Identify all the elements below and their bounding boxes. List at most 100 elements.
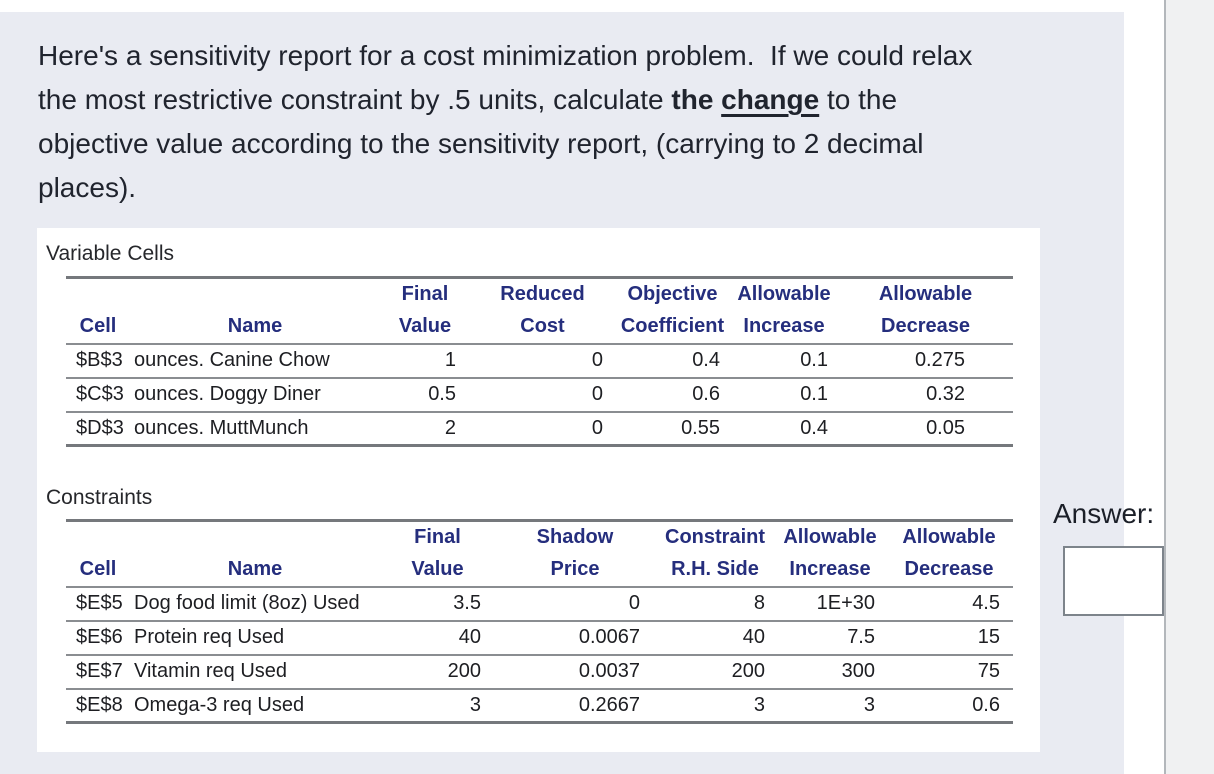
table-row: $D$3 ounces. MuttMunch 2 0 0.55 0.4 0.05 [66, 411, 1013, 447]
shadow-price: 0.0037 [495, 654, 655, 690]
allowable-increase: 300 [775, 654, 885, 690]
header-rhs: R.H. Side [655, 553, 775, 588]
final-value: 200 [380, 654, 495, 690]
allowable-increase: 3 [775, 688, 885, 724]
cell-ref: $E$6 [66, 620, 130, 656]
header-name: Name [130, 310, 380, 345]
header-coefficient: Coefficient [615, 310, 730, 345]
final-value: 40 [380, 620, 495, 656]
variable-cells-header-row-1: Final Reduced Objective Allowable Allowa… [66, 278, 1013, 311]
question-line-2-pre: the most restrictive constraint by .5 un… [38, 84, 672, 115]
objective-coefficient: 0.6 [615, 377, 730, 413]
question-line-2: the most restrictive constraint by .5 un… [38, 78, 972, 122]
constraint-rhs: 3 [655, 688, 775, 724]
header-spacer [130, 278, 380, 311]
allowable-decrease: 0.32 [838, 377, 1013, 413]
header-allowable-1: Allowable [737, 283, 831, 306]
constraint-rhs: 200 [655, 654, 775, 690]
header-price: Price [495, 553, 655, 588]
header-cell: Cell [66, 553, 130, 588]
cell-name: Vitamin req Used [130, 654, 380, 690]
cell-name: ounces. Doggy Diner [130, 377, 380, 413]
variable-cells-header-row-2: Cell Name Value Cost Coefficient Increas… [66, 310, 1013, 345]
question-panel: Here's a sensitivity report for a cost m… [0, 12, 1124, 774]
variable-cells-table: Final Reduced Objective Allowable Allowa… [66, 276, 1013, 447]
allowable-decrease: 0.05 [838, 411, 1013, 447]
cell-ref: $E$5 [66, 586, 130, 622]
table-row: $E$8 Omega-3 req Used 3 0.2667 3 3 0.6 [66, 688, 1013, 724]
scroll-gutter [1164, 0, 1214, 774]
header-cost: Cost [470, 310, 615, 345]
cell-name: ounces. Canine Chow [130, 343, 380, 379]
table-row: $E$5 Dog food limit (8oz) Used 3.5 0 8 1… [66, 586, 1013, 622]
header-value: Value [380, 310, 470, 345]
constraints-header-row-2: Cell Name Value Price R.H. Side Increase… [66, 553, 1013, 588]
header-allowable-2: Allowable [902, 526, 996, 549]
constraint-rhs: 8 [655, 586, 775, 622]
cell-name: Protein req Used [130, 620, 380, 656]
reduced-cost: 0 [470, 411, 615, 447]
constraint-rhs: 40 [655, 620, 775, 656]
final-value: 2 [380, 411, 470, 447]
cell-ref: $D$3 [66, 411, 130, 447]
question-line-2-post: to the [819, 84, 898, 115]
allowable-increase: 1E+30 [775, 586, 885, 622]
cell-name: Omega-3 req Used [130, 688, 380, 724]
shadow-price: 0.0067 [495, 620, 655, 656]
table-row: $E$7 Vitamin req Used 200 0.0037 200 300… [66, 654, 1013, 690]
allowable-increase: 7.5 [775, 620, 885, 656]
header-shadow: Shadow [536, 526, 614, 549]
header-spacer [66, 278, 130, 311]
objective-coefficient: 0.55 [615, 411, 730, 447]
answer-label: Answer: [1053, 498, 1155, 529]
constraints-title: Constraints [46, 486, 153, 509]
header-name: Name [130, 553, 380, 588]
question-bold-the: the [671, 84, 722, 115]
header-increase: Increase [730, 310, 838, 345]
header-spacer [66, 521, 130, 554]
cell-ref: $E$8 [66, 688, 130, 724]
cell-ref: $C$3 [66, 377, 130, 413]
question-line-1: Here's a sensitivity report for a cost m… [38, 40, 973, 71]
objective-coefficient: 0.4 [615, 343, 730, 379]
table-row: $C$3 ounces. Doggy Diner 0.5 0 0.6 0.1 0… [66, 377, 1013, 413]
question-text: Here's a sensitivity report for a cost m… [38, 34, 972, 210]
header-value: Value [380, 553, 495, 588]
allowable-decrease: 0.6 [885, 688, 1013, 724]
final-value: 3 [380, 688, 495, 724]
final-value: 1 [380, 343, 470, 379]
header-decrease: Decrease [838, 310, 1013, 345]
allowable-increase: 0.4 [730, 411, 838, 447]
constraints-table: Final Shadow Constraint Allowable Allowa… [66, 519, 1013, 724]
allowable-decrease: 15 [885, 620, 1013, 656]
reduced-cost: 0 [470, 377, 615, 413]
constraints-header-row-1: Final Shadow Constraint Allowable Allowa… [66, 521, 1013, 554]
answer-input[interactable] [1063, 546, 1164, 616]
shadow-price: 0.2667 [495, 688, 655, 724]
cell-ref: $E$7 [66, 654, 130, 690]
header-final: Final [401, 283, 449, 306]
question-line-3: objective value according to the sensiti… [38, 128, 924, 159]
final-value: 3.5 [380, 586, 495, 622]
header-spacer [130, 521, 380, 554]
allowable-decrease: 4.5 [885, 586, 1013, 622]
allowable-decrease: 0.275 [838, 343, 1013, 379]
header-allowable-1: Allowable [783, 526, 877, 549]
allowable-decrease: 75 [885, 654, 1013, 690]
header-constraint: Constraint [665, 526, 765, 549]
allowable-increase: 0.1 [730, 377, 838, 413]
header-increase: Increase [775, 553, 885, 588]
header-allowable-2: Allowable [878, 283, 973, 306]
header-objective: Objective [627, 283, 718, 306]
header-cell: Cell [66, 310, 130, 345]
variable-cells-title: Variable Cells [46, 242, 174, 265]
question-bold-underline-change: change [721, 84, 820, 115]
header-decrease: Decrease [885, 553, 1013, 588]
cell-name: Dog food limit (8oz) Used [130, 586, 380, 622]
table-row: $B$3 ounces. Canine Chow 1 0 0.4 0.1 0.2… [66, 343, 1013, 379]
cell-ref: $B$3 [66, 343, 130, 379]
shadow-price: 0 [495, 586, 655, 622]
cell-name: ounces. MuttMunch [130, 411, 380, 447]
header-reduced: Reduced [500, 283, 585, 306]
